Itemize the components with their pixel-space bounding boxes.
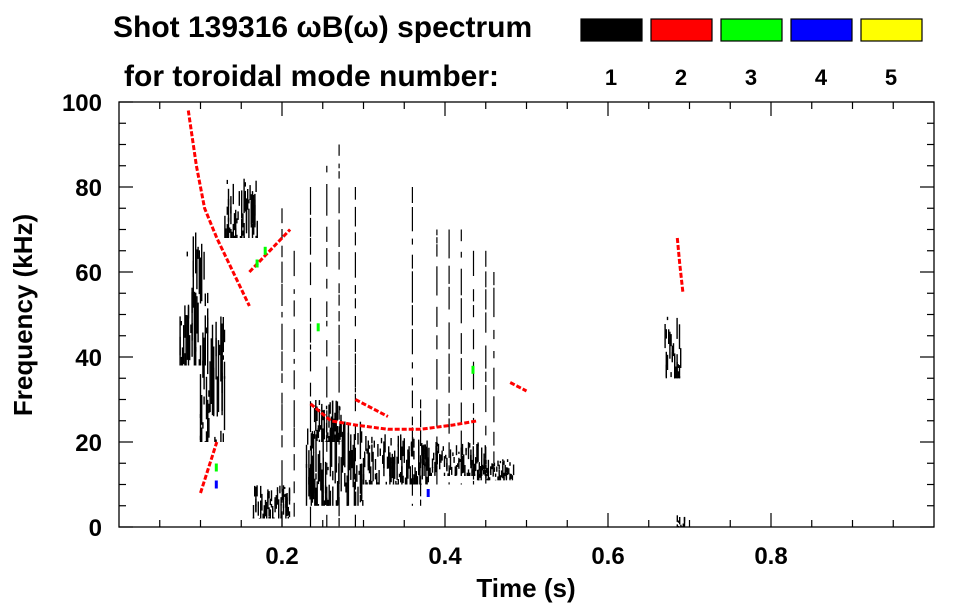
y-tick-label: 40 [75,345,102,372]
chart-title: Shot 139316 ωB(ω) spectrum for toroidal … [113,11,532,93]
mode-1-region [362,434,429,485]
mode-4-point [214,480,218,489]
mode-3-point [255,259,259,268]
plot-frame [118,101,935,528]
legend-label-5: 5 [885,65,897,90]
mode-2-trace [199,441,219,494]
mode-3-point [316,323,320,332]
series-mode-3 [214,246,475,472]
legend-swatch-4 [790,18,853,42]
spectrum-marks [179,110,686,527]
title-line-2: for toroidal mode number: [124,60,499,93]
y-tick-label: 80 [75,175,102,202]
mode-number-legend: 1 2 3 4 5 [580,18,923,90]
series-mode-4 [214,480,430,497]
mode-1-region [224,178,258,238]
y-tick-label: 0 [89,515,102,542]
y-tick-label: 20 [75,430,102,457]
mode-3-point [263,246,267,255]
mode-2-trace [248,228,292,274]
mode-2-trace [509,381,528,393]
legend-label-3: 3 [745,65,757,90]
legend-swatch-2 [650,18,713,42]
axes: 0.2 0.4 0.6 0.8 0 20 40 60 80 100 [62,90,934,570]
mode-1-region [313,400,343,442]
mode-3-point [471,365,475,374]
series-mode-2 [186,110,685,494]
mode-3-point [214,463,218,472]
legend-label-1: 1 [605,65,617,90]
mode-4-point [426,489,430,497]
mode-2-trace [675,237,685,294]
x-tick-label: 0.4 [428,543,462,570]
title-line-1: Shot 139316 ωB(ω) spectrum [113,11,532,44]
mode-1-region [676,515,686,527]
y-axis-label: Frequency (kHz) [8,214,38,416]
legend-swatch-3 [720,18,783,42]
mode-1-region [419,442,486,476]
mode-2-trace [186,110,251,307]
mode-2-trace [354,398,389,418]
legend-swatch-1 [580,18,643,42]
mode-1-region [476,459,515,481]
mode-1-region [179,232,209,366]
mode-1-region [664,316,682,379]
x-tick-label: 0.8 [754,543,787,570]
x-axis-label: Time (s) [476,573,575,603]
x-tick-label: 0.2 [265,543,298,570]
x-tick-label: 0.6 [591,543,624,570]
legend-label-2: 2 [675,65,687,90]
legend-label-4: 4 [815,65,828,90]
legend-swatch-5 [860,18,923,42]
mode-1-region [199,316,226,442]
series-mode-1 [179,144,686,527]
y-tick-label: 60 [75,260,102,287]
mode-2-trace [309,402,478,431]
y-tick-label: 100 [62,90,102,117]
mode-1-region [252,485,291,519]
